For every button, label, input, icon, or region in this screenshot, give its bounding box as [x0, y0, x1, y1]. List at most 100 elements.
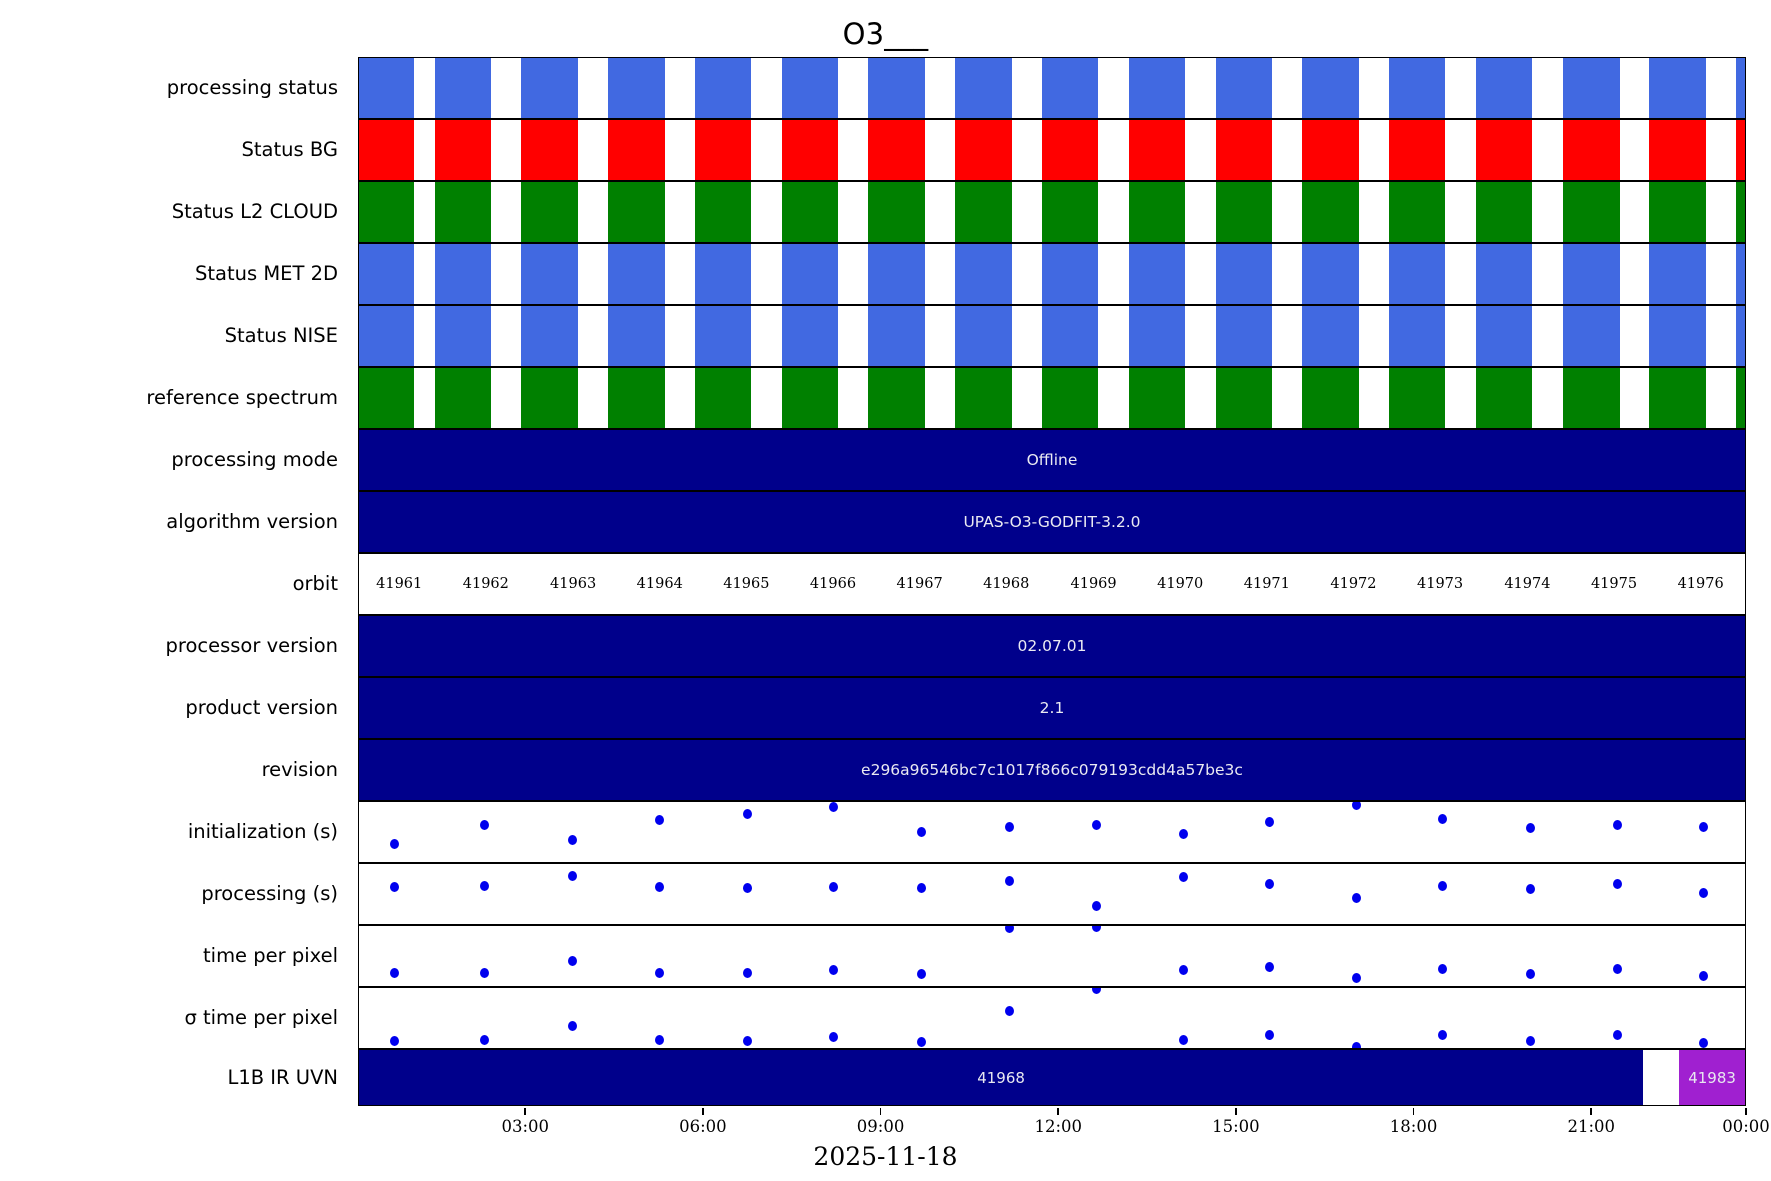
status-segment[interactable]: [1649, 120, 1707, 180]
status-segment[interactable]: [695, 182, 752, 242]
status-segment[interactable]: [1388, 58, 1445, 118]
status-segment[interactable]: [1649, 306, 1707, 366]
status-segment[interactable]: [359, 368, 415, 428]
status-segment[interactable]: [781, 182, 838, 242]
status-segment[interactable]: [1215, 368, 1273, 428]
status-segment[interactable]: [359, 58, 415, 118]
status-segment[interactable]: [1476, 306, 1533, 366]
status-segment[interactable]: [1476, 368, 1533, 428]
status-segment[interactable]: [521, 58, 578, 118]
status-segment[interactable]: [954, 182, 1012, 242]
status-segment[interactable]: [1562, 58, 1620, 118]
status-segment[interactable]: [1215, 244, 1273, 304]
status-segment[interactable]: [1476, 244, 1533, 304]
status-segment[interactable]: [1128, 306, 1186, 366]
status-segment[interactable]: [1735, 58, 1745, 118]
value-band[interactable]: 2.1: [359, 678, 1745, 738]
status-segment[interactable]: [434, 306, 492, 366]
status-segment[interactable]: [1735, 120, 1745, 180]
status-segment[interactable]: [695, 58, 752, 118]
status-segment[interactable]: [1562, 182, 1620, 242]
status-segment[interactable]: [1215, 306, 1273, 366]
status-segment[interactable]: [359, 120, 415, 180]
status-segment[interactable]: [954, 244, 1012, 304]
status-segment[interactable]: [868, 120, 926, 180]
status-segment[interactable]: [954, 58, 1012, 118]
status-segment[interactable]: [1388, 306, 1445, 366]
status-segment[interactable]: [1476, 182, 1533, 242]
status-segment[interactable]: [868, 182, 926, 242]
l1b-segment[interactable]: 41983: [1679, 1050, 1745, 1105]
status-segment[interactable]: [1302, 58, 1359, 118]
status-segment[interactable]: [521, 120, 578, 180]
status-segment[interactable]: [868, 368, 926, 428]
status-segment[interactable]: [1735, 244, 1745, 304]
value-band[interactable]: UPAS-O3-GODFIT-3.2.0: [359, 492, 1745, 552]
status-segment[interactable]: [868, 244, 926, 304]
status-segment[interactable]: [781, 306, 838, 366]
status-segment[interactable]: [607, 306, 665, 366]
status-segment[interactable]: [434, 182, 492, 242]
status-segment[interactable]: [781, 120, 838, 180]
status-segment[interactable]: [434, 368, 492, 428]
status-segment[interactable]: [1215, 182, 1273, 242]
status-segment[interactable]: [1476, 120, 1533, 180]
status-segment[interactable]: [1476, 58, 1533, 118]
status-segment[interactable]: [954, 306, 1012, 366]
status-segment[interactable]: [359, 182, 415, 242]
status-segment[interactable]: [954, 368, 1012, 428]
status-segment[interactable]: [521, 244, 578, 304]
status-segment[interactable]: [607, 182, 665, 242]
status-segment[interactable]: [1388, 368, 1445, 428]
status-segment[interactable]: [1215, 120, 1273, 180]
value-band[interactable]: Offline: [359, 430, 1745, 490]
status-segment[interactable]: [1649, 244, 1707, 304]
status-segment[interactable]: [1042, 368, 1099, 428]
status-segment[interactable]: [1302, 368, 1359, 428]
status-segment[interactable]: [1562, 368, 1620, 428]
status-segment[interactable]: [1042, 182, 1099, 242]
status-segment[interactable]: [1562, 244, 1620, 304]
status-segment[interactable]: [434, 244, 492, 304]
status-segment[interactable]: [1128, 182, 1186, 242]
status-segment[interactable]: [695, 120, 752, 180]
status-segment[interactable]: [434, 58, 492, 118]
status-segment[interactable]: [1042, 58, 1099, 118]
status-segment[interactable]: [1128, 244, 1186, 304]
value-band[interactable]: 02.07.01: [359, 616, 1745, 676]
status-segment[interactable]: [695, 368, 752, 428]
status-segment[interactable]: [868, 306, 926, 366]
status-segment[interactable]: [1128, 368, 1186, 428]
status-segment[interactable]: [781, 244, 838, 304]
status-segment[interactable]: [607, 120, 665, 180]
status-segment[interactable]: [781, 368, 838, 428]
status-segment[interactable]: [1649, 182, 1707, 242]
status-segment[interactable]: [1302, 306, 1359, 366]
status-segment[interactable]: [521, 368, 578, 428]
status-segment[interactable]: [607, 368, 665, 428]
status-segment[interactable]: [1735, 306, 1745, 366]
status-segment[interactable]: [954, 120, 1012, 180]
status-segment[interactable]: [1735, 368, 1745, 428]
status-segment[interactable]: [1042, 120, 1099, 180]
status-segment[interactable]: [359, 306, 415, 366]
status-segment[interactable]: [695, 306, 752, 366]
status-segment[interactable]: [1042, 306, 1099, 366]
status-segment[interactable]: [781, 58, 838, 118]
status-segment[interactable]: [1128, 58, 1186, 118]
status-segment[interactable]: [607, 244, 665, 304]
status-segment[interactable]: [695, 244, 752, 304]
status-segment[interactable]: [1302, 120, 1359, 180]
value-band[interactable]: e296a96546bc7c1017f866c079193cdd4a57be3c: [359, 740, 1745, 800]
status-segment[interactable]: [1649, 368, 1707, 428]
status-segment[interactable]: [1388, 182, 1445, 242]
status-segment[interactable]: [1649, 58, 1707, 118]
status-segment[interactable]: [521, 182, 578, 242]
status-segment[interactable]: [1302, 182, 1359, 242]
l1b-segment[interactable]: 41968: [359, 1050, 1644, 1105]
status-segment[interactable]: [359, 244, 415, 304]
status-segment[interactable]: [1562, 306, 1620, 366]
status-segment[interactable]: [1388, 120, 1445, 180]
status-segment[interactable]: [1302, 244, 1359, 304]
status-segment[interactable]: [1215, 58, 1273, 118]
